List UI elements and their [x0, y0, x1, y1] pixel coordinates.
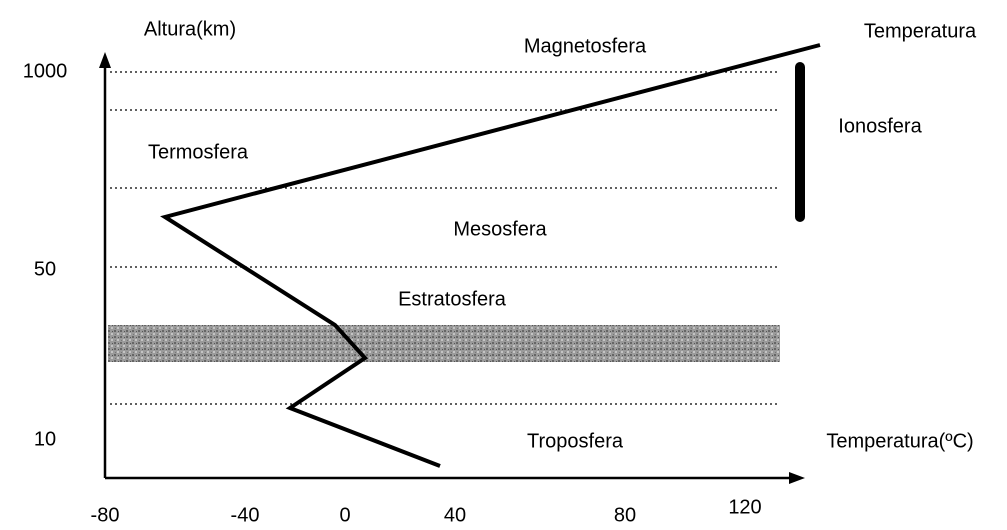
layer-label: Ionosfera: [838, 115, 922, 137]
ozone-band: [108, 325, 780, 362]
y-tick-label: 10: [34, 428, 56, 450]
x-tick-label: 40: [444, 504, 466, 526]
temperature-curve: [160, 43, 821, 468]
layer-label: Mesosfera: [453, 218, 547, 240]
y-arrow: [99, 52, 111, 68]
axes: [103, 62, 795, 480]
x-tick-label: 0: [339, 504, 350, 526]
x-axis-title: Temperatura(ºC): [826, 430, 973, 452]
x-tick-label: -40: [231, 504, 260, 526]
x-tick-label: -80: [91, 504, 120, 526]
grid-lines: [110, 71, 780, 405]
x-tick-label: 120: [728, 496, 761, 518]
ionosphere-bar: [795, 62, 805, 222]
layer-label: Troposfera: [527, 430, 624, 452]
x-arrow: [789, 472, 805, 484]
y-tick-label: 50: [34, 258, 56, 280]
y-tick-label: 1000: [23, 60, 68, 82]
layer-label: Termosfera: [148, 141, 249, 163]
curve-label: Temperatura: [864, 20, 977, 42]
y-axis-title: Altura(km): [144, 18, 236, 40]
x-tick-label: 80: [614, 504, 636, 526]
layer-label: Estratosfera: [398, 288, 507, 310]
layer-label: Magnetosfera: [524, 35, 647, 57]
